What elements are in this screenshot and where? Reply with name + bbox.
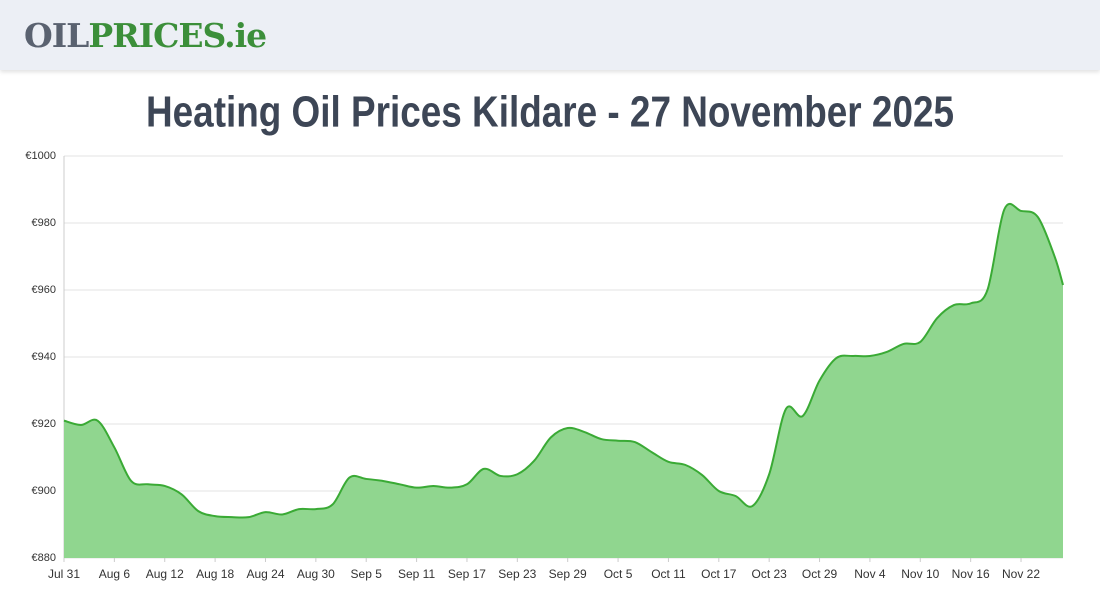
x-tick-label: Sep 23 xyxy=(498,567,536,581)
y-tick-label: €960 xyxy=(32,284,56,296)
header-bar: OILPRICES.ie xyxy=(0,0,1100,70)
x-tick-label: Oct 17 xyxy=(701,567,737,581)
chart: Heating Oil Prices Kildare - 27 November… xyxy=(25,88,1064,581)
logo[interactable]: OILPRICES.ie xyxy=(24,16,267,55)
x-tick-label: Oct 29 xyxy=(802,567,838,581)
line xyxy=(63,202,1064,519)
x-tick-label: Sep 11 xyxy=(398,567,435,581)
x-tick-label: Aug 6 xyxy=(99,567,131,581)
area xyxy=(64,203,1063,558)
x-tick-label: Nov 22 xyxy=(1002,567,1040,581)
x-tick-label: Nov 10 xyxy=(901,567,939,581)
x-tick-label: Nov 4 xyxy=(854,567,886,581)
y-tick-label: €920 xyxy=(32,418,56,430)
y-tick-label: €900 xyxy=(32,485,56,497)
y-tick-label: €1000 xyxy=(25,150,56,162)
x-tick-label: Oct 23 xyxy=(751,567,787,581)
logo-part: PRICES.ie xyxy=(88,16,267,55)
x-tick-label: Aug 30 xyxy=(297,567,335,581)
x-tick-label: Sep 5 xyxy=(351,567,383,581)
y-tick-label: €880 xyxy=(32,552,56,564)
chart-title: Heating Oil Prices Kildare - 27 November… xyxy=(146,88,954,137)
x-tick-label: Nov 16 xyxy=(952,567,990,581)
x-tick-label: Aug 24 xyxy=(246,567,284,581)
x-tick-label: Jul 31 xyxy=(48,567,80,581)
x-tick-label: Aug 18 xyxy=(196,567,234,581)
x-tick-label: Aug 12 xyxy=(146,567,184,581)
x-tick-label: Sep 29 xyxy=(549,567,587,581)
logo-part: OIL xyxy=(24,16,89,55)
x-tick-label: Oct 5 xyxy=(604,567,633,581)
y-tick-label: €940 xyxy=(32,351,56,363)
x-tick-label: Sep 17 xyxy=(448,567,486,581)
x-tick-label: Oct 11 xyxy=(651,567,686,581)
y-tick-label: €980 xyxy=(32,217,56,229)
